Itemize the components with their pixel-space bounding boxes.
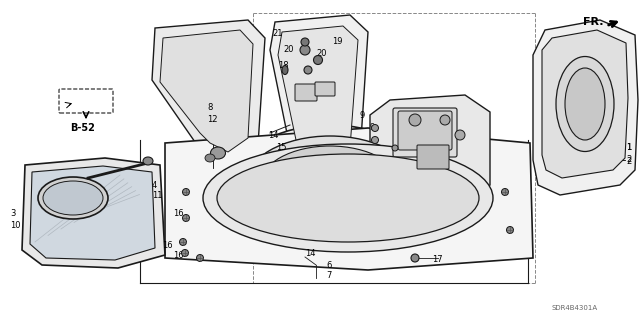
Ellipse shape (203, 144, 493, 252)
Ellipse shape (371, 124, 378, 131)
Polygon shape (370, 95, 490, 205)
FancyBboxPatch shape (417, 145, 449, 169)
Text: 15: 15 (276, 144, 287, 152)
Ellipse shape (392, 145, 398, 151)
Text: 16: 16 (173, 209, 184, 218)
Text: 14: 14 (305, 249, 316, 257)
Ellipse shape (409, 114, 421, 126)
Text: B-52: B-52 (70, 123, 95, 133)
Polygon shape (542, 30, 628, 178)
Ellipse shape (232, 125, 428, 245)
Polygon shape (278, 26, 358, 160)
Text: 17: 17 (432, 256, 443, 264)
Polygon shape (30, 166, 155, 260)
Text: 14: 14 (268, 130, 278, 139)
Polygon shape (152, 20, 265, 162)
Polygon shape (165, 128, 533, 270)
Text: 16: 16 (173, 250, 184, 259)
Polygon shape (270, 15, 368, 170)
Ellipse shape (196, 255, 204, 262)
Text: 5: 5 (393, 132, 398, 142)
Text: SDR4B4301A: SDR4B4301A (552, 305, 598, 311)
Ellipse shape (38, 177, 108, 219)
Ellipse shape (300, 45, 310, 55)
Text: 6: 6 (326, 261, 332, 270)
Ellipse shape (502, 189, 509, 196)
Text: 21: 21 (272, 28, 282, 38)
Text: 13: 13 (48, 196, 59, 204)
Text: 10: 10 (10, 220, 20, 229)
Ellipse shape (182, 189, 189, 196)
Ellipse shape (182, 214, 189, 221)
Ellipse shape (304, 66, 312, 74)
Ellipse shape (43, 181, 103, 215)
Text: 3: 3 (10, 209, 15, 218)
Text: 20: 20 (283, 46, 294, 55)
Ellipse shape (506, 226, 513, 234)
Ellipse shape (314, 56, 323, 64)
Text: 2: 2 (626, 157, 631, 166)
Ellipse shape (411, 254, 419, 262)
Text: 20: 20 (316, 48, 326, 57)
Text: 12: 12 (207, 115, 218, 124)
Ellipse shape (455, 130, 465, 140)
Ellipse shape (260, 146, 400, 224)
FancyBboxPatch shape (398, 111, 452, 150)
Ellipse shape (182, 249, 189, 256)
Ellipse shape (143, 157, 153, 165)
Text: 4: 4 (152, 181, 157, 189)
Ellipse shape (556, 56, 614, 152)
Text: 9: 9 (360, 110, 365, 120)
Text: 1: 1 (626, 144, 631, 152)
Ellipse shape (371, 137, 378, 144)
Ellipse shape (565, 68, 605, 140)
Ellipse shape (217, 154, 479, 242)
Text: 16: 16 (162, 241, 173, 249)
Polygon shape (533, 20, 638, 195)
Ellipse shape (179, 239, 186, 246)
Text: 9: 9 (370, 122, 375, 131)
Polygon shape (22, 158, 165, 268)
Text: 1: 1 (626, 144, 631, 152)
Ellipse shape (245, 136, 415, 234)
Text: 2: 2 (626, 155, 631, 165)
Text: FR.: FR. (583, 17, 604, 27)
Ellipse shape (205, 154, 215, 162)
Text: 11: 11 (152, 191, 163, 201)
Polygon shape (160, 30, 253, 152)
FancyBboxPatch shape (315, 82, 335, 96)
Ellipse shape (440, 115, 450, 125)
Text: 8: 8 (207, 103, 212, 113)
Text: 19: 19 (332, 36, 342, 46)
Ellipse shape (301, 38, 309, 46)
Text: 7: 7 (326, 271, 332, 280)
Text: 18: 18 (278, 61, 289, 70)
Ellipse shape (282, 65, 288, 75)
FancyBboxPatch shape (295, 84, 317, 101)
Ellipse shape (211, 147, 225, 159)
FancyBboxPatch shape (393, 108, 457, 157)
